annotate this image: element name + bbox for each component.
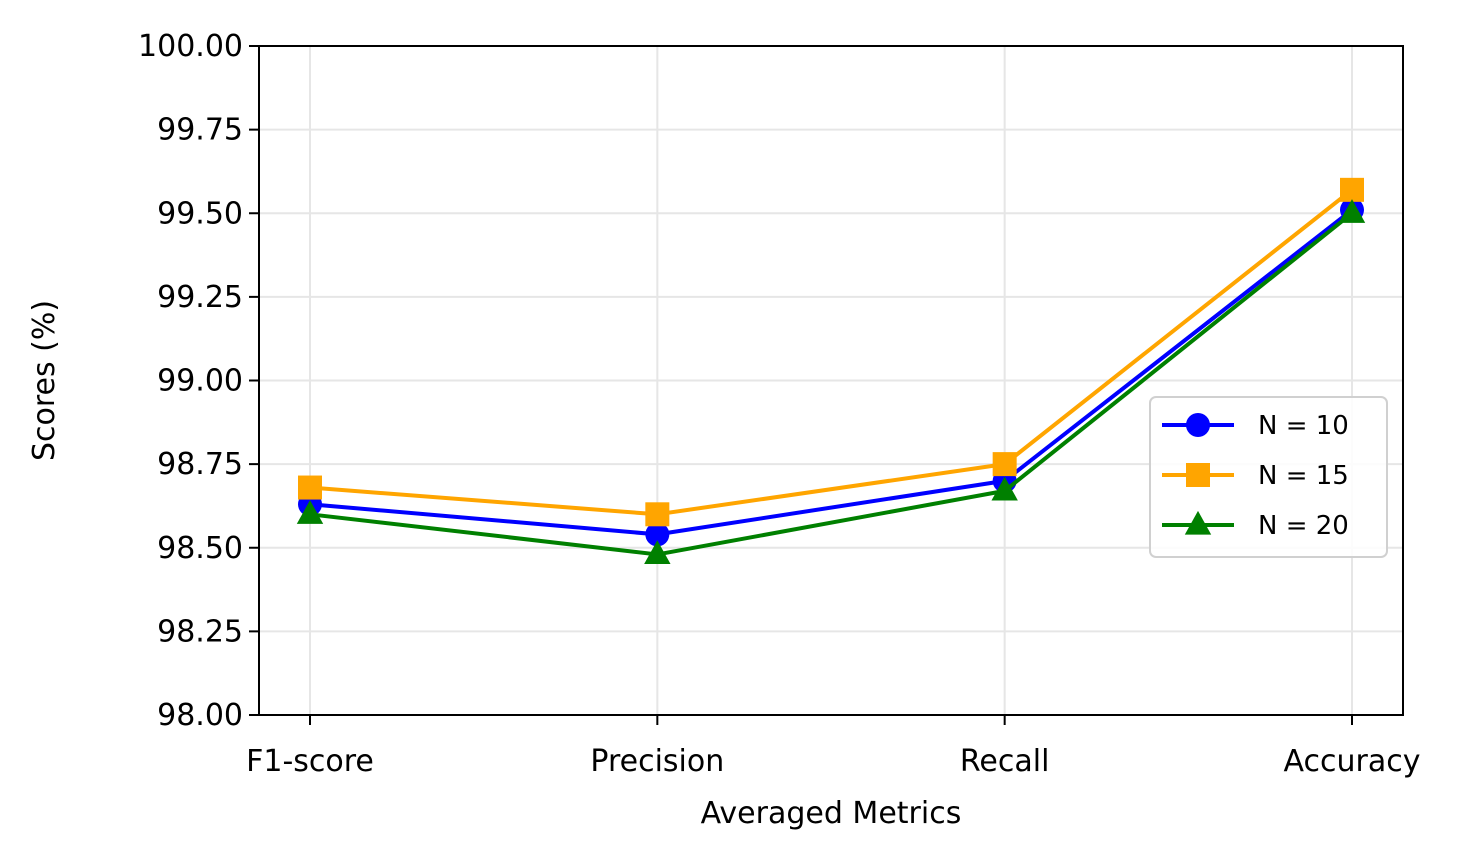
y-tick-label: 98.00 <box>157 698 243 733</box>
data-point <box>296 500 324 524</box>
data-point <box>645 522 670 547</box>
x-axis: F1-score Precision Recall Accuracy <box>246 715 1420 779</box>
legend: N = 10 N = 15 N = 20 <box>1149 396 1388 558</box>
x-tick-label: Recall <box>960 744 1050 779</box>
data-point <box>991 476 1018 501</box>
data-point <box>298 475 322 500</box>
legend-marker <box>1186 463 1210 487</box>
x-tick-label: F1-score <box>246 744 374 779</box>
x-tick-label: Precision <box>590 744 724 779</box>
legend-label: N = 15 <box>1258 461 1349 491</box>
grid-lines <box>259 45 1403 716</box>
legend-label: N = 10 <box>1258 411 1349 441</box>
y-axis: 98.00 98.25 98.50 98.75 99.00 99.25 99.50 99.75… <box>138 29 259 733</box>
y-tick-label: 98.50 <box>157 531 243 566</box>
legend-item: N = 20 <box>1162 510 1349 541</box>
legend-label: N = 20 <box>1258 511 1349 541</box>
y-tick-label: 99.00 <box>157 364 243 399</box>
data-point <box>645 502 670 527</box>
data-point <box>644 540 671 565</box>
y-axis-label: Scores (%) <box>27 300 62 461</box>
series-line <box>309 211 1354 557</box>
y-tick-label: 100.00 <box>138 29 243 64</box>
data-point <box>1338 199 1366 223</box>
legend-marker <box>1186 413 1210 437</box>
legend-marker <box>1184 510 1212 535</box>
x-tick-label: Accuracy <box>1284 744 1421 779</box>
legend-box <box>1149 396 1388 558</box>
series-3 <box>296 199 1366 565</box>
series-line <box>309 208 1354 537</box>
y-tick-label: 98.25 <box>157 614 243 649</box>
y-tick-label: 99.25 <box>157 280 243 315</box>
series-2 <box>298 177 1364 527</box>
y-tick-label: 99.50 <box>157 196 243 231</box>
x-axis-label: Averaged Metrics <box>701 796 962 831</box>
legend-item: N = 15 <box>1162 461 1349 491</box>
y-tick-label: 99.75 <box>157 113 243 148</box>
series-lines <box>296 177 1366 565</box>
legend-item: N = 10 <box>1162 411 1349 441</box>
series-line <box>309 188 1354 517</box>
y-tick-label: 98.75 <box>157 447 243 482</box>
data-point <box>992 452 1017 477</box>
data-point <box>1340 177 1364 202</box>
